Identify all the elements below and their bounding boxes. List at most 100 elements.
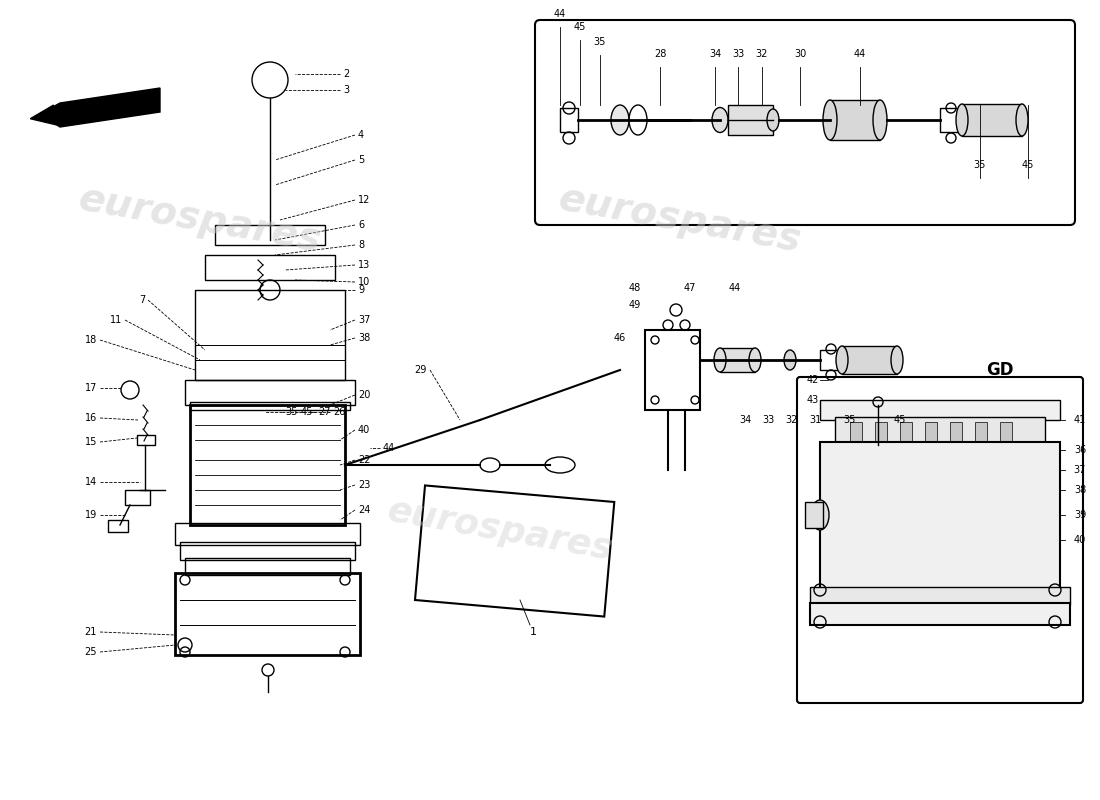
Bar	[185, 380, 355, 405]
Text: 35: 35	[974, 160, 987, 170]
Text: 6: 6	[358, 220, 364, 230]
Text: 49: 49	[629, 300, 641, 310]
Text: 9: 9	[358, 285, 364, 295]
Text: 41: 41	[1074, 415, 1086, 425]
Bar	[205, 255, 336, 280]
Ellipse shape	[811, 500, 829, 530]
Bar	[850, 422, 862, 442]
Ellipse shape	[836, 346, 848, 374]
Text: 33: 33	[732, 49, 744, 59]
Bar	[820, 350, 842, 370]
Ellipse shape	[1016, 104, 1028, 136]
Text: 28: 28	[653, 49, 667, 59]
Text: 45: 45	[894, 415, 906, 425]
Text: 45: 45	[574, 22, 586, 32]
Bar	[108, 520, 128, 532]
Text: eurospares: eurospares	[76, 180, 324, 260]
Text: 32: 32	[785, 415, 799, 425]
Text: 18: 18	[85, 335, 97, 345]
Bar	[190, 402, 350, 410]
Text: 44: 44	[554, 9, 566, 19]
Bar	[214, 225, 324, 245]
Bar	[830, 100, 880, 140]
Text: 35: 35	[285, 407, 297, 417]
Text: 31: 31	[808, 415, 821, 425]
Ellipse shape	[873, 100, 887, 140]
Text: 7: 7	[139, 295, 145, 305]
Text: 45: 45	[1022, 160, 1034, 170]
Ellipse shape	[891, 346, 903, 374]
Text: 16: 16	[85, 413, 97, 423]
Text: 19: 19	[85, 510, 97, 520]
Bar	[962, 104, 1022, 136]
Text: 35: 35	[844, 415, 856, 425]
Text: eurospares: eurospares	[556, 180, 804, 260]
Text: 43: 43	[807, 395, 820, 405]
Text: 21: 21	[85, 627, 97, 637]
Text: 14: 14	[85, 477, 97, 487]
Bar	[175, 523, 360, 545]
Bar	[810, 587, 1070, 605]
Text: 45: 45	[301, 407, 314, 417]
Ellipse shape	[784, 350, 796, 370]
Bar	[195, 290, 345, 380]
Text: 24: 24	[358, 505, 371, 515]
Text: 29: 29	[415, 365, 427, 375]
Bar	[138, 435, 155, 445]
Text: 13: 13	[358, 260, 371, 270]
Text: 40: 40	[1074, 535, 1086, 545]
Text: eurospares: eurospares	[385, 494, 616, 566]
Bar	[415, 486, 614, 617]
Text: 15: 15	[85, 437, 97, 447]
Text: 46: 46	[614, 333, 626, 343]
Text: 34: 34	[739, 415, 751, 425]
Ellipse shape	[714, 348, 726, 372]
Text: 30: 30	[794, 49, 806, 59]
Text: 40: 40	[358, 425, 371, 435]
Text: 2: 2	[343, 69, 350, 79]
Bar	[810, 603, 1070, 625]
Text: 47: 47	[684, 283, 696, 293]
Text: 27: 27	[318, 407, 330, 417]
Bar	[190, 405, 345, 525]
Ellipse shape	[956, 104, 968, 136]
Text: 34: 34	[708, 49, 722, 59]
Text: 38: 38	[1074, 485, 1086, 495]
Text: 10: 10	[358, 277, 371, 287]
Text: 32: 32	[756, 49, 768, 59]
Text: 37: 37	[1074, 465, 1086, 475]
Bar	[560, 108, 578, 132]
Ellipse shape	[767, 109, 779, 131]
Text: 5: 5	[358, 155, 364, 165]
Bar	[940, 108, 962, 132]
Bar	[975, 422, 987, 442]
Text: 38: 38	[358, 333, 371, 343]
Bar	[185, 558, 350, 575]
Bar	[125, 490, 150, 505]
Bar	[874, 422, 887, 442]
Text: 3: 3	[343, 85, 349, 95]
Bar	[950, 422, 962, 442]
Text: 44: 44	[383, 443, 395, 453]
Text: GD: GD	[987, 361, 1014, 379]
Text: 35: 35	[594, 37, 606, 47]
Text: 1: 1	[530, 627, 537, 637]
Bar	[1000, 422, 1012, 442]
Text: 25: 25	[85, 647, 97, 657]
Bar	[820, 400, 1060, 420]
Text: 8: 8	[358, 240, 364, 250]
Text: 39: 39	[1074, 510, 1086, 520]
Text: 22: 22	[358, 455, 371, 465]
Text: 42: 42	[806, 375, 820, 385]
Polygon shape	[40, 88, 159, 127]
Bar	[645, 330, 700, 410]
Text: 33: 33	[762, 415, 774, 425]
Text: 23: 23	[358, 480, 371, 490]
Text: 44: 44	[729, 283, 741, 293]
Bar	[805, 502, 823, 528]
Text: 26: 26	[333, 407, 345, 417]
Bar	[842, 346, 896, 374]
Text: 36: 36	[1074, 445, 1086, 455]
Bar	[820, 442, 1060, 590]
Text: 37: 37	[358, 315, 371, 325]
